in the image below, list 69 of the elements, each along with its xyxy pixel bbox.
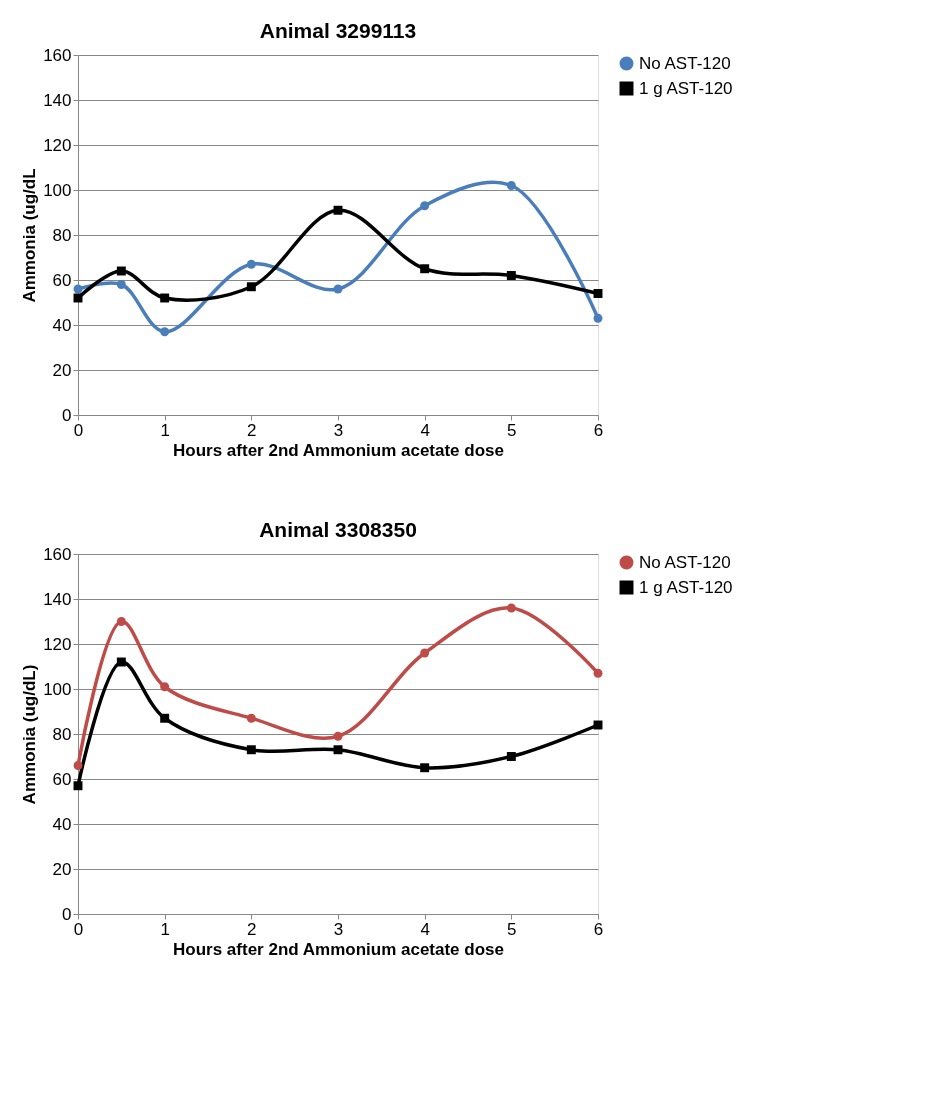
x-tick-label: 2 <box>247 919 257 939</box>
point <box>160 682 170 692</box>
point <box>160 713 170 723</box>
x-axis-title: Hours after 2nd Ammonium acetate dose <box>173 440 504 460</box>
y-tick-label: 60 <box>52 270 72 290</box>
point <box>420 648 430 658</box>
point <box>506 603 516 613</box>
point <box>593 289 603 298</box>
y-tick-label: 20 <box>52 859 72 879</box>
x-tick-label: 1 <box>160 420 170 440</box>
point <box>246 282 256 292</box>
point <box>420 264 430 274</box>
point <box>420 763 430 773</box>
legend-label: No AST-120 <box>639 53 731 73</box>
x-tick-label: 6 <box>593 420 604 440</box>
point <box>333 745 343 755</box>
y-axis-title: Ammonia (ug/dL <box>20 168 40 303</box>
point <box>506 181 516 190</box>
y-tick-label: 160 <box>43 45 72 65</box>
point <box>246 745 256 755</box>
y-tick-label: 40 <box>52 814 72 834</box>
point <box>116 657 126 667</box>
x-tick-label: 6 <box>593 919 604 939</box>
x-tick-label: 1 <box>160 919 170 939</box>
x-tick-label: 3 <box>333 919 344 939</box>
point <box>420 201 430 211</box>
y-tick-label: 80 <box>52 724 72 744</box>
x-tick-label: 4 <box>420 420 430 440</box>
y-tick-label: 0 <box>62 904 72 924</box>
legend-label: No AST-120 <box>639 552 731 572</box>
point <box>593 313 603 323</box>
x-tick-label: 2 <box>247 420 257 440</box>
x-tick-label: 4 <box>420 919 430 939</box>
point <box>506 752 516 761</box>
point <box>333 284 343 294</box>
y-axis-title: Ammonia (ug/dL) <box>20 664 40 805</box>
point <box>333 205 343 215</box>
y-tick-label: 60 <box>52 769 72 789</box>
y-tick-label: 80 <box>52 225 72 245</box>
y-tick-label: 160 <box>43 544 72 564</box>
point <box>116 266 126 276</box>
x-tick-label: 5 <box>507 919 517 939</box>
point <box>73 284 83 294</box>
chart-title: Animal 3299113 <box>259 19 417 42</box>
point <box>160 327 170 337</box>
y-tick-label: 100 <box>43 180 72 200</box>
point <box>246 713 256 723</box>
y-tick-label: 100 <box>43 679 72 699</box>
x-tick-label: 5 <box>507 420 517 440</box>
y-tick-label: 120 <box>43 634 72 654</box>
point <box>246 259 256 269</box>
legend-label: 1 g AST-120 <box>639 577 733 597</box>
point <box>160 293 170 303</box>
chart-title: Animal 3308350 <box>259 518 417 541</box>
x-tick-label: 3 <box>333 420 344 440</box>
y-tick-label: 140 <box>43 589 72 609</box>
point <box>333 731 343 741</box>
legend-label: 1 g AST-120 <box>639 78 733 98</box>
y-tick-label: 120 <box>43 135 72 155</box>
y-tick-label: 0 <box>62 405 72 425</box>
y-tick-label: 40 <box>52 315 72 335</box>
point <box>116 617 126 626</box>
point <box>116 280 126 289</box>
point <box>506 271 516 280</box>
point <box>73 761 83 770</box>
x-axis-title: Hours after 2nd Ammonium acetate dose <box>173 939 504 959</box>
y-tick-label: 20 <box>52 360 72 380</box>
y-tick-label: 140 <box>43 90 72 110</box>
point <box>593 668 603 678</box>
